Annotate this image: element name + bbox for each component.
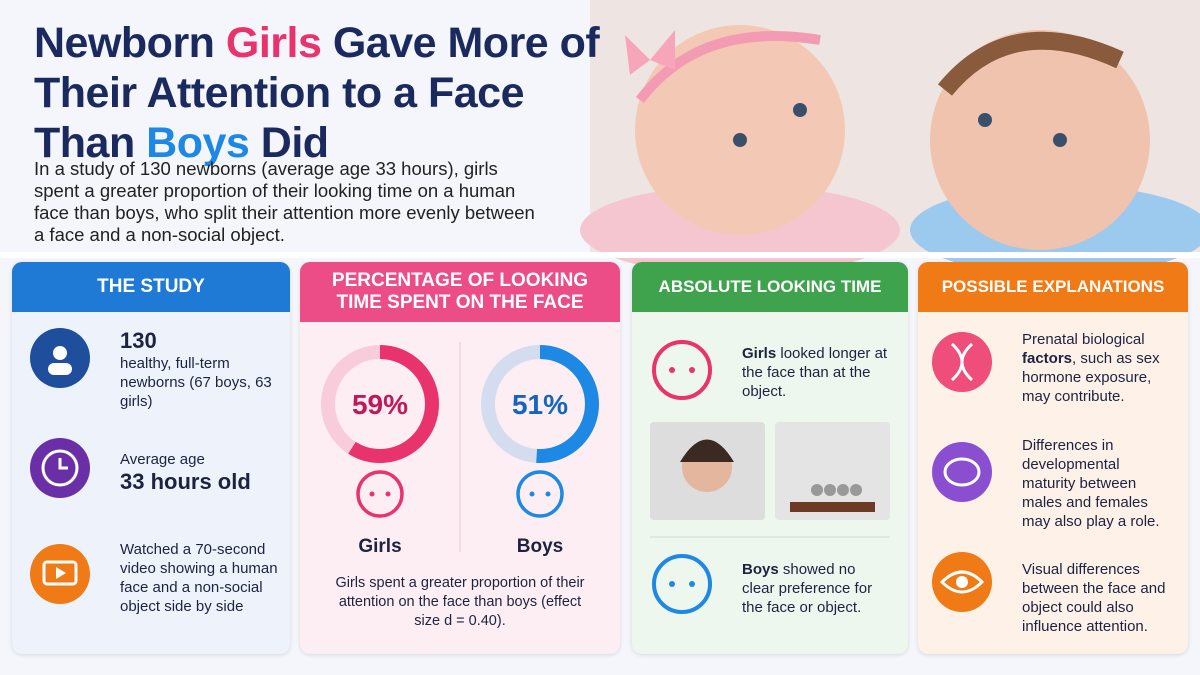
title-text: Did — [249, 119, 329, 167]
icon-part — [956, 576, 968, 588]
study-item: Watched a 70-second video showing a huma… — [120, 540, 280, 616]
panel-title: POSSIBLE EXPLANATIONS — [918, 262, 1188, 312]
eye — [733, 133, 747, 147]
group-label: Boys — [517, 536, 563, 557]
donut-arc — [321, 345, 439, 463]
girl-baby — [635, 25, 845, 235]
icon-part — [42, 560, 78, 586]
item-text: Average age — [120, 451, 205, 468]
absolute-graphics — [650, 340, 890, 614]
cradle-base — [790, 502, 875, 512]
divider — [0, 252, 1200, 258]
icon-part — [669, 367, 675, 373]
bow — [625, 30, 675, 75]
icon-part — [53, 346, 67, 360]
item-text: healthy, full-term newborns (67 boys, 63… — [120, 355, 272, 410]
title-boys: Boys — [146, 119, 250, 167]
boys-text: Boys showed no clear preference for the … — [742, 560, 892, 617]
icon-part — [943, 457, 981, 487]
text: looked longer at the face than at the ob… — [742, 345, 888, 400]
note: Girls spent a greater proportion of thei… — [335, 575, 585, 629]
girls-text: Girls looked longer at the face than at … — [742, 344, 892, 401]
eye — [793, 103, 807, 117]
study-item: 130 healthy, full-term newborns (67 boys,… — [120, 328, 280, 411]
subtitle: In a study of 130 newborns (average age … — [34, 158, 535, 245]
study-item: Average age 33 hours old — [120, 450, 280, 495]
title: Newborn Girls Gave More of Their Attenti… — [34, 18, 604, 168]
explanation: Prenatal biological factors, such as sex… — [1022, 330, 1177, 406]
baby-icon — [356, 470, 404, 518]
icon-part — [669, 581, 675, 587]
ball — [837, 484, 849, 496]
girl-icon — [652, 340, 712, 400]
icon-part — [950, 342, 974, 382]
object-photo — [775, 422, 890, 520]
explanations-panel: POSSIBLE EXPLANATIONS Prenatal biologica… — [918, 262, 1188, 654]
boy-baby — [930, 30, 1150, 250]
panel-title: PERCENTAGE OF LOOKING TIME SPENT ON THE … — [300, 262, 620, 322]
explanation: Visual differences between the face and … — [1022, 561, 1166, 635]
icon-part — [369, 491, 375, 497]
icon-part — [48, 363, 72, 375]
group-label: Girls — [358, 536, 401, 557]
icon-part — [529, 491, 535, 497]
item-value: 33 hours old — [120, 469, 251, 494]
eye — [1053, 133, 1067, 147]
text: showed no clear preference for the face … — [742, 561, 873, 616]
icon-part — [41, 449, 79, 487]
title-text: Gave More of Their Attention to a Face T… — [34, 19, 600, 167]
icon-part — [939, 570, 985, 594]
brain-icon — [932, 442, 992, 502]
donut-arc — [481, 345, 599, 463]
icon-part — [56, 567, 66, 579]
ball — [850, 484, 862, 496]
explanation: Differences in developmental maturity be… — [1022, 437, 1160, 530]
icon-part — [385, 491, 391, 497]
ball — [811, 484, 823, 496]
study-icons — [30, 328, 90, 604]
icon-part — [689, 367, 695, 373]
title-text: Newborn — [34, 19, 226, 67]
boy-icon — [652, 554, 712, 614]
eye — [978, 113, 992, 127]
ball — [824, 484, 836, 496]
panel-title: THE STUDY — [12, 262, 290, 312]
explanation-icons — [932, 332, 992, 612]
hair — [680, 439, 734, 462]
icon-part — [545, 491, 551, 497]
hair — [938, 31, 1124, 96]
headband — [636, 31, 821, 104]
text: Prenatal biological — [1022, 331, 1145, 348]
panel-title: ABSOLUTE LOOKING TIME — [632, 262, 908, 312]
donut-charts: 59% Girls 51% Boys — [321, 342, 599, 557]
bold: Girls — [742, 345, 777, 362]
study-panel: THE STUDY 130 healthy, full-term newborns… — [12, 262, 290, 654]
item-value: 130 — [120, 328, 157, 353]
bold: Boys — [742, 561, 779, 578]
donut-label: 51% — [512, 389, 568, 420]
absolute-panel: ABSOLUTE LOOKING TIME Girls looked longe… — [632, 262, 908, 654]
bold: factors — [1022, 350, 1073, 367]
percentage-panel: PERCENTAGE OF LOOKING TIME SPENT ON THE … — [300, 262, 620, 654]
baby-icon — [516, 470, 564, 518]
title-girls: Girls — [225, 19, 322, 67]
icon-part — [689, 581, 695, 587]
icon-part — [58, 458, 68, 470]
text: , such as sex hormone exposure, may cont… — [1022, 350, 1160, 405]
item-text: Watched a 70-second video showing a huma… — [120, 541, 278, 615]
donut-label: 59% — [352, 389, 408, 420]
